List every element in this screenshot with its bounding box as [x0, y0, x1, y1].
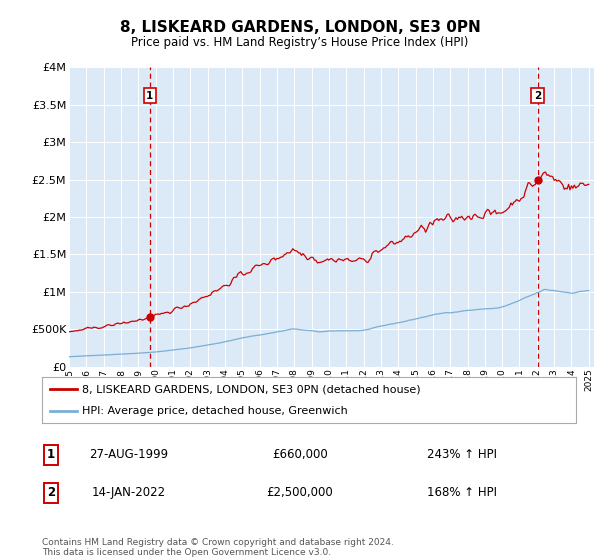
Text: £2,500,000: £2,500,000 — [266, 486, 334, 500]
Text: 2: 2 — [534, 91, 541, 101]
Text: 1: 1 — [146, 91, 154, 101]
Point — [533, 175, 542, 184]
Text: £660,000: £660,000 — [272, 448, 328, 461]
Text: 27-AUG-1999: 27-AUG-1999 — [89, 448, 169, 461]
Text: 8, LISKEARD GARDENS, LONDON, SE3 0PN (detached house): 8, LISKEARD GARDENS, LONDON, SE3 0PN (de… — [82, 384, 421, 394]
Text: HPI: Average price, detached house, Greenwich: HPI: Average price, detached house, Gree… — [82, 407, 348, 416]
Text: 14-JAN-2022: 14-JAN-2022 — [92, 486, 166, 500]
Text: 2: 2 — [47, 486, 55, 500]
Text: 8, LISKEARD GARDENS, LONDON, SE3 0PN: 8, LISKEARD GARDENS, LONDON, SE3 0PN — [119, 20, 481, 35]
Text: Price paid vs. HM Land Registry’s House Price Index (HPI): Price paid vs. HM Land Registry’s House … — [131, 36, 469, 49]
Text: 243% ↑ HPI: 243% ↑ HPI — [427, 448, 497, 461]
Text: 168% ↑ HPI: 168% ↑ HPI — [427, 486, 497, 500]
Text: Contains HM Land Registry data © Crown copyright and database right 2024.
This d: Contains HM Land Registry data © Crown c… — [42, 538, 394, 557]
Point — [145, 313, 155, 322]
Text: 1: 1 — [47, 448, 55, 461]
